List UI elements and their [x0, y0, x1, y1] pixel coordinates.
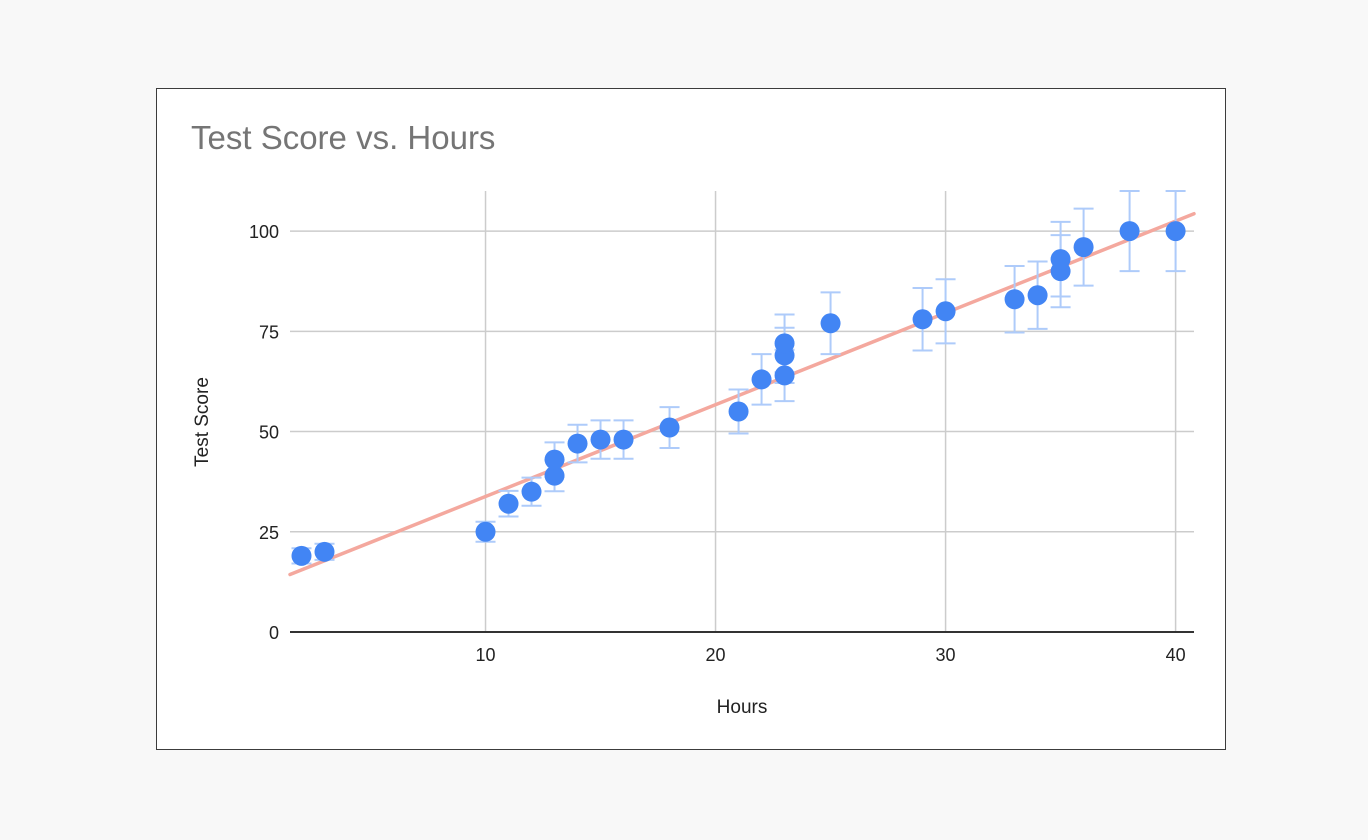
axis-labels: Hours Test Score	[192, 377, 767, 718]
data-point	[314, 541, 335, 562]
chart-title: Test Score vs. Hours	[191, 119, 496, 156]
data-point	[567, 433, 588, 454]
data-point	[774, 333, 795, 354]
data-point	[1119, 221, 1140, 242]
data-point	[498, 493, 519, 514]
data-points	[291, 221, 1186, 566]
data-point	[751, 369, 772, 390]
data-point	[1004, 289, 1025, 310]
x-tick-label: 40	[1166, 645, 1186, 665]
y-tick-label: 25	[259, 523, 279, 543]
x-tick-label: 10	[476, 645, 496, 665]
x-axis-title: Hours	[717, 697, 768, 718]
trendline	[288, 211, 1196, 577]
data-point	[935, 301, 956, 322]
data-point	[590, 429, 611, 450]
x-tick-label: 20	[706, 645, 726, 665]
data-point	[291, 545, 312, 566]
y-tick-label: 75	[259, 322, 279, 342]
data-point	[521, 481, 542, 502]
y-tick-label: 0	[269, 623, 279, 643]
data-point	[1073, 237, 1094, 258]
x-tick-label: 30	[936, 645, 956, 665]
data-point	[613, 429, 634, 450]
data-point	[912, 309, 933, 330]
data-point	[1050, 249, 1071, 270]
scatter-plot: 0 25 50 75 100 10 20 30 40 Hours Test Score	[192, 190, 1196, 718]
y-axis-title: Test Score	[192, 377, 213, 467]
y-tick-label: 50	[259, 423, 279, 443]
axes: 0 25 50 75 100 10 20 30 40	[249, 222, 1194, 665]
data-point	[728, 401, 749, 422]
error-bars	[291, 190, 1186, 565]
data-point	[659, 417, 680, 438]
data-point	[1165, 221, 1186, 242]
trendline-path	[288, 211, 1196, 577]
data-point	[475, 521, 496, 542]
chart-card: Test Score vs. Hours 0 25 50 75 100 10 20 30 40 …	[156, 88, 1226, 750]
data-point	[774, 365, 795, 386]
data-point	[544, 449, 565, 470]
data-point	[820, 313, 841, 334]
y-tick-label: 100	[249, 222, 279, 242]
data-point	[544, 465, 565, 486]
data-point	[1027, 285, 1048, 306]
